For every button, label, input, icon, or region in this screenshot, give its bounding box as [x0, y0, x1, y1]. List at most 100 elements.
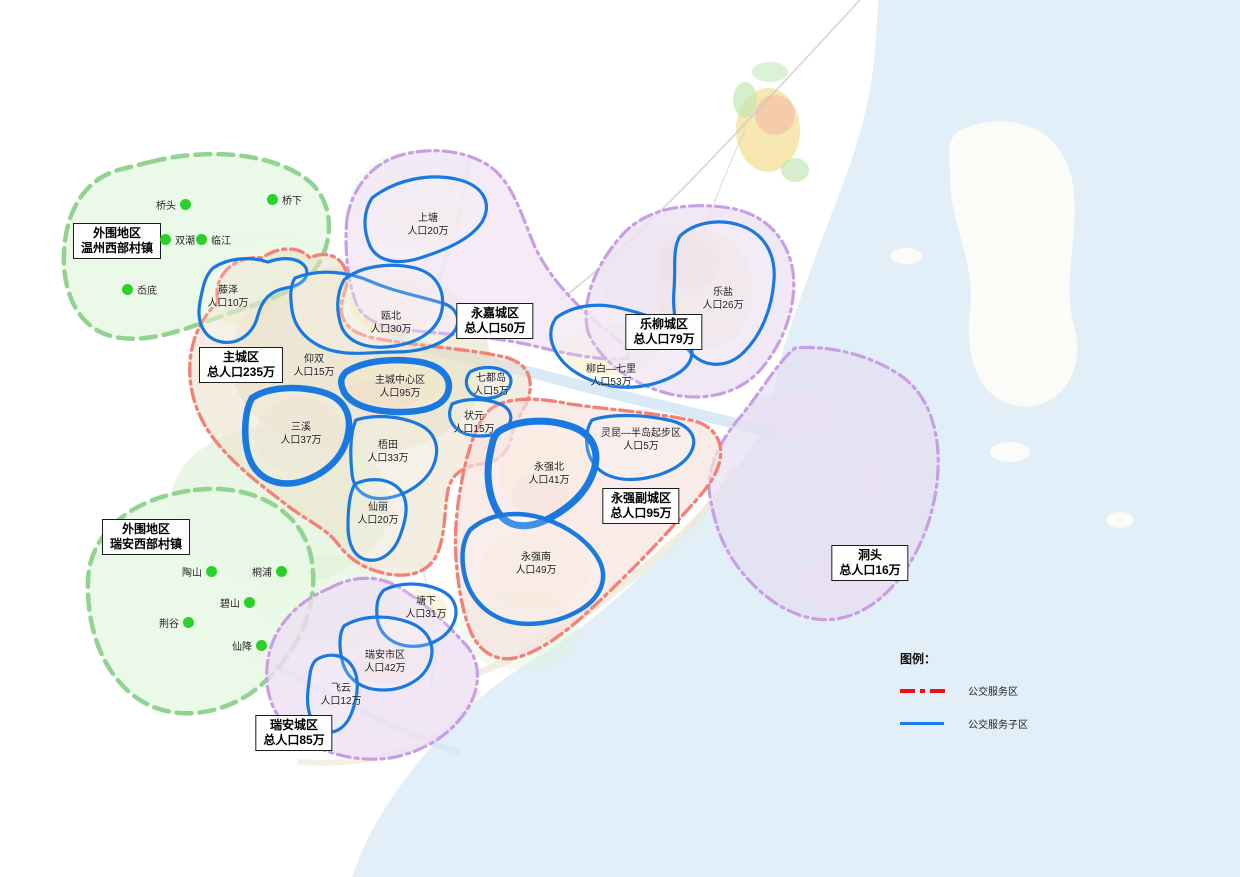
road-ne: [559, 0, 861, 301]
service-area-total: 总人口85万: [263, 733, 325, 747]
subzone-label-ruian-urban: 瑞安市区 人口42万: [364, 650, 406, 674]
service-area-name: 永强副城区: [610, 491, 672, 505]
region-ruian-city: [265, 576, 479, 761]
subzone-sanxi: [242, 384, 353, 487]
village-qiaoxia: 桥下: [267, 192, 302, 207]
label-yongjia: 永嘉城区 总人口50万: [456, 303, 534, 339]
subzone-label-feiyun: 飞云 人口12万: [320, 683, 362, 707]
island-small-2: [990, 442, 1030, 462]
village-dot: [276, 566, 287, 577]
label-dongtou: 洞头 总人口16万: [831, 545, 909, 581]
legend-item-service-subarea: 公交服务子区: [900, 716, 1028, 731]
village-label: 双潮: [175, 236, 195, 247]
subzone-xianli: [346, 478, 408, 562]
village-label: 碧山: [220, 599, 240, 610]
village-label: 桥下: [282, 196, 302, 207]
label-zhucheng: 主城区 总人口235万: [198, 347, 284, 383]
village-linjiang: 临江: [196, 232, 231, 247]
service-area-name: 瑞安城区: [269, 718, 319, 732]
inset-town-fabric-2: [755, 95, 795, 135]
village-dot: [180, 199, 191, 210]
village-xianjiang: 仙降: [232, 638, 267, 653]
subzone-label-yangshuang: 仰双 人口15万: [293, 354, 335, 378]
service-area-name: 永嘉城区: [470, 306, 520, 320]
village-label: 临江: [211, 236, 231, 247]
village-dot: [196, 234, 207, 245]
village-dot: [267, 194, 278, 205]
subzone-qidudao: [464, 365, 513, 400]
service-area-name: 乐柳城区: [639, 317, 689, 331]
service-area-total: 总人口235万: [206, 365, 276, 379]
subzone-oubei: [336, 263, 445, 349]
subzone-label-oubei: 瓯北 人口30万: [370, 311, 412, 335]
village-label: 桐浦: [252, 568, 272, 579]
subzone-shangtang: [363, 175, 488, 264]
label-outer-ruian-west: 外围地区 瑞安西部村镇: [101, 519, 191, 555]
subzone-yongqiang-north: [484, 417, 600, 530]
service-area-name: 洞头: [857, 548, 883, 562]
outer-area-name-2: 温州西部村镇: [80, 241, 154, 255]
service-area-total: 总人口16万: [839, 563, 901, 577]
subzone-label-lingkun: 灵昆—半岛起步区 人口5万: [601, 428, 681, 452]
subzone-label-sanxi: 三溪 人口37万: [280, 422, 322, 446]
village-bishan: 碧山: [220, 595, 255, 610]
village-dot: [244, 597, 255, 608]
label-outer-wenzhou-west: 外围地区 温州西部村镇: [72, 223, 162, 259]
subzone-label-qidudao: 七都岛 人口5万: [473, 373, 509, 397]
legend-item-service-area: 公交服务区: [900, 683, 1028, 698]
village-dot: [122, 284, 133, 295]
subzone-tangxia: [375, 582, 458, 648]
village-shuangchao: 双潮: [160, 232, 195, 247]
inset-town-green-1: [733, 82, 757, 118]
subzone-label-shangtang: 上塘 人口20万: [407, 213, 449, 237]
subzone-label-leyan: 乐盐 人口26万: [702, 287, 744, 311]
village-dot: [206, 566, 217, 577]
island-north: [948, 121, 1078, 407]
subzone-yangshuang: [289, 270, 460, 355]
legend: 图例： 公交服务区 公交服务子区: [900, 650, 1028, 749]
village-label: 陶山: [182, 568, 202, 579]
legend-item-label: 公交服务区: [968, 687, 1018, 698]
service-area-total: 总人口50万: [464, 321, 526, 335]
village-label: 荆谷: [159, 619, 179, 630]
subzone-label-liubai-qili: 柳白—七里 人口53万: [586, 364, 636, 388]
subzone-label-xianli: 仙丽 人口20万: [357, 502, 399, 526]
legend-item-label: 公交服务子区: [968, 720, 1028, 731]
village-tongpu: 桐浦: [252, 564, 287, 579]
subzone-center: [338, 356, 453, 416]
island-small-1: [890, 248, 922, 264]
village-taoshan: 陶山: [182, 564, 217, 579]
outer-area-name-2: 瑞安西部村镇: [109, 537, 183, 551]
region-yongqiang: [453, 397, 723, 661]
inset-town-green-3: [752, 62, 788, 82]
subzone-label-yongqiang-south: 永强南 人口49万: [515, 552, 557, 576]
subzone-label-yongqiang-north: 永强北 人口41万: [528, 462, 570, 486]
outer-area-name: 外围地区: [92, 226, 142, 240]
village-label: 桥头: [156, 201, 176, 212]
service-area-name: 主城区: [222, 350, 259, 364]
service-area-total: 总人口79万: [633, 332, 695, 346]
village-dot: [256, 640, 267, 651]
subzone-label-wutian: 梧田 人口33万: [367, 440, 409, 464]
village-label: 仙降: [232, 642, 252, 653]
label-yongqiang: 永强副城区 总人口95万: [602, 488, 680, 524]
subzone-label-center: 主城中心区 人口95万: [375, 375, 425, 399]
label-leliu: 乐柳城区 总人口79万: [625, 314, 703, 350]
village-aodi: 岙底: [122, 282, 157, 297]
village-dot: [183, 617, 194, 628]
blue-solid-line-icon: [900, 722, 946, 725]
island-small-3: [1106, 512, 1134, 528]
subzone-label-zhuangyuan: 状元 人口15万: [453, 411, 495, 435]
legend-title: 图例：: [900, 652, 937, 666]
inset-town-green-2: [781, 158, 809, 182]
subzone-feiyun: [305, 653, 359, 734]
subzone-label-tengze: 藤泽 人口10万: [207, 285, 249, 309]
subzone-tengze: [197, 257, 309, 344]
village-jinggu: 荆谷: [159, 615, 194, 630]
village-label: 岙底: [137, 286, 157, 297]
subzone-yongqiang-south: [460, 511, 606, 627]
red-dash-dot-line-icon: [900, 688, 946, 693]
village-dot: [160, 234, 171, 245]
